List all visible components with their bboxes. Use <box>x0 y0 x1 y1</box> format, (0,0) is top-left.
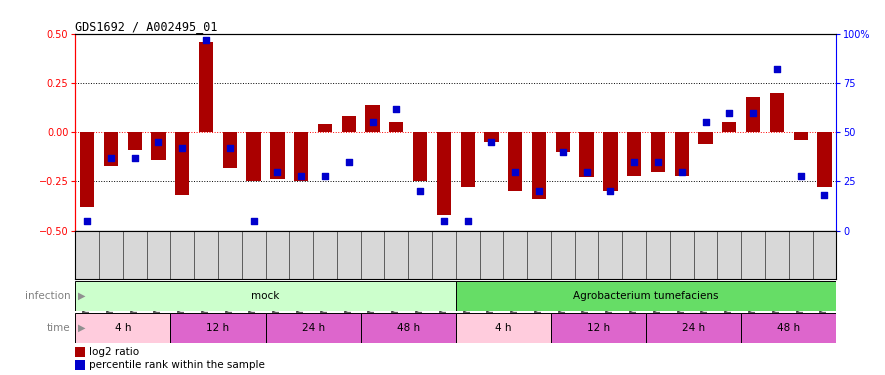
Point <box>342 159 356 165</box>
Text: Agrobacterium tumefaciens: Agrobacterium tumefaciens <box>573 291 719 301</box>
Bar <box>770 93 784 132</box>
Bar <box>817 132 832 188</box>
Bar <box>80 132 94 207</box>
Bar <box>75 313 170 343</box>
Bar <box>104 132 118 166</box>
Point <box>413 188 427 194</box>
Bar <box>361 313 456 343</box>
Point <box>770 66 784 72</box>
Point <box>437 218 451 224</box>
Bar <box>532 132 546 199</box>
Bar <box>270 132 284 180</box>
Point <box>650 159 665 165</box>
Bar <box>199 42 213 132</box>
Bar <box>627 132 642 176</box>
Text: ▶: ▶ <box>78 323 85 333</box>
Point <box>318 172 332 178</box>
Bar <box>294 132 308 182</box>
Point <box>794 172 808 178</box>
Bar <box>556 132 570 152</box>
Text: 12 h: 12 h <box>587 323 610 333</box>
Bar <box>650 132 665 172</box>
Bar <box>389 122 404 132</box>
Bar <box>456 281 836 311</box>
Bar <box>794 132 808 140</box>
Bar <box>75 281 456 311</box>
Bar <box>342 116 356 132</box>
Point <box>270 169 284 175</box>
Point <box>151 139 165 145</box>
Point <box>366 119 380 125</box>
Text: infection: infection <box>25 291 71 301</box>
Bar <box>151 132 165 160</box>
Bar <box>246 132 261 182</box>
Bar <box>266 313 361 343</box>
Bar <box>170 313 266 343</box>
Point <box>199 37 213 43</box>
Text: 48 h: 48 h <box>777 323 800 333</box>
Text: 4 h: 4 h <box>495 323 512 333</box>
Point <box>627 159 642 165</box>
Text: 12 h: 12 h <box>206 323 229 333</box>
Text: 24 h: 24 h <box>682 323 705 333</box>
Point <box>556 149 570 155</box>
Bar <box>127 132 142 150</box>
Point <box>722 110 736 116</box>
Point <box>674 169 689 175</box>
Point <box>389 106 404 112</box>
Point <box>604 188 618 194</box>
Bar <box>674 132 689 176</box>
Text: 24 h: 24 h <box>302 323 325 333</box>
Point <box>818 192 832 198</box>
Text: GDS1692 / A002495_01: GDS1692 / A002495_01 <box>75 20 218 33</box>
Bar <box>550 313 646 343</box>
Point <box>175 145 189 151</box>
Point <box>460 218 474 224</box>
Point <box>532 188 546 194</box>
Bar <box>318 124 332 132</box>
Point <box>247 218 261 224</box>
Text: ▶: ▶ <box>78 291 85 301</box>
Text: 4 h: 4 h <box>114 323 131 333</box>
Bar <box>646 313 742 343</box>
Point <box>508 169 522 175</box>
Text: mock: mock <box>251 291 280 301</box>
Bar <box>604 132 618 191</box>
Text: percentile rank within the sample: percentile rank within the sample <box>88 360 265 370</box>
Point <box>484 139 498 145</box>
Bar <box>484 132 498 142</box>
Bar <box>175 132 189 195</box>
Point <box>104 155 118 161</box>
Text: 48 h: 48 h <box>396 323 419 333</box>
Bar <box>75 360 85 370</box>
Bar <box>460 132 474 188</box>
Bar <box>223 132 237 168</box>
Bar <box>436 132 451 215</box>
Point <box>746 110 760 116</box>
Point <box>580 169 594 175</box>
Point <box>127 155 142 161</box>
Bar <box>413 132 427 182</box>
Point <box>698 119 712 125</box>
Point <box>80 218 94 224</box>
Bar <box>366 105 380 132</box>
Bar <box>508 132 522 191</box>
Point <box>294 172 308 178</box>
Bar <box>75 347 85 357</box>
Bar <box>741 313 836 343</box>
Bar <box>456 313 550 343</box>
Text: time: time <box>47 323 71 333</box>
Bar <box>746 97 760 132</box>
Bar <box>722 122 736 132</box>
Bar <box>580 132 594 177</box>
Point <box>223 145 237 151</box>
Text: log2 ratio: log2 ratio <box>88 347 139 357</box>
Bar <box>698 132 712 144</box>
